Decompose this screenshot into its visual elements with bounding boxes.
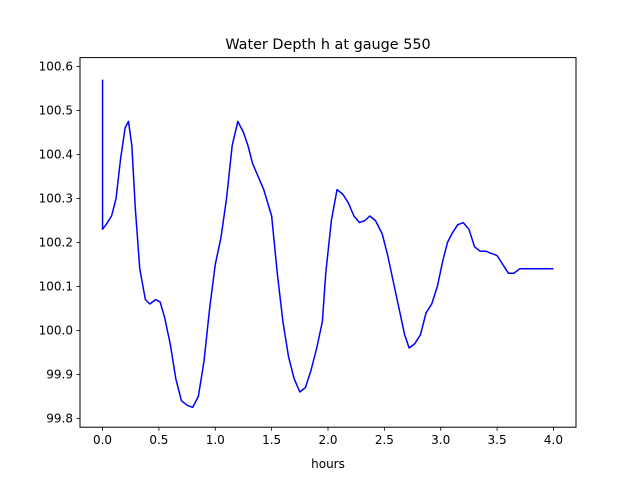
y-tick-label: 100.3 [39,192,73,206]
x-tick-label: 3.5 [488,433,507,447]
y-tick-label: 100.6 [39,60,73,74]
plot-area [101,79,554,409]
x-tick-label: 0.5 [149,433,168,447]
x-tick-label: 0.0 [93,433,112,447]
y-axis-ticks: 99.8 99.9 100.0 100.1 100.2 100.3 100.4 100.5 10… [39,60,80,426]
y-tick-label: 100.1 [39,280,73,294]
x-axis-label: hours [311,457,345,471]
y-tick-label: 100.5 [39,104,73,118]
x-tick-label: 4.0 [544,433,563,447]
x-axis-ticks: 0.0 0.5 1.0 1.5 2.0 2.5 3.0 3.5 4.0 [93,427,563,447]
x-tick-label: 1.0 [206,433,225,447]
y-tick-label: 100.0 [39,324,73,338]
series-line-0 [101,79,554,409]
x-tick-label: 1.5 [262,433,281,447]
chart-title: Water Depth h at gauge 550 [225,37,430,53]
y-tick-label: 100.2 [39,236,73,250]
y-tick-label: 99.9 [46,368,73,382]
x-tick-label: 3.0 [431,433,450,447]
y-tick-label: 100.4 [39,148,73,162]
x-tick-label: 2.5 [375,433,394,447]
x-tick-label: 2.0 [318,433,337,447]
y-tick-label: 99.8 [46,412,73,426]
